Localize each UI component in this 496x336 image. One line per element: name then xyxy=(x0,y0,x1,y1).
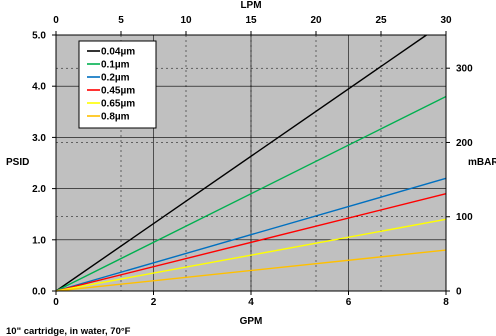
y-tick-label: 3.0 xyxy=(32,133,46,144)
series-lines xyxy=(55,34,447,292)
x2-tick-label: 10 xyxy=(180,15,192,26)
x2-tick-label: 15 xyxy=(245,15,257,26)
series-line xyxy=(55,218,447,292)
x2-tick-label: 5 xyxy=(118,15,124,26)
legend-label: 0.45µm xyxy=(101,86,135,97)
x-tick-label: 0 xyxy=(53,297,59,308)
x-tick-label: 2 xyxy=(151,297,157,308)
legend: 0.04µm 0.1µm 0.2µm 0.45µm 0.65µm 0.8µm xyxy=(78,40,157,129)
x2-tick-label: 0 xyxy=(53,15,59,26)
chart-footnote: 10" cartridge, in water, 70°F xyxy=(6,326,131,336)
x-tick-label: 6 xyxy=(346,297,352,308)
y-tick-label: 4.0 xyxy=(32,82,46,93)
y-tick-label: 1.0 xyxy=(32,235,46,246)
y2-tick-label: 300 xyxy=(456,64,473,75)
legend-label: 0.2µm xyxy=(101,73,130,84)
legend-label: 0.04µm xyxy=(101,47,135,58)
y2-tick-label: 200 xyxy=(456,138,473,149)
x-axis-title: GPM xyxy=(240,316,263,327)
y2-tick-label: 100 xyxy=(456,212,473,223)
series-line xyxy=(55,34,427,292)
legend-box xyxy=(78,40,157,129)
x2-tick-label: 30 xyxy=(440,15,452,26)
x2-tick-label: 25 xyxy=(375,15,387,26)
x-tick-label: 4 xyxy=(248,297,254,308)
legend-label: 0.8µm xyxy=(101,112,130,123)
series-line xyxy=(55,95,447,292)
x2-tick-label: 20 xyxy=(310,15,322,26)
y2-tick-label: 0 xyxy=(456,287,462,298)
y-axis-title: PSID xyxy=(6,157,29,168)
x-tick-label: 8 xyxy=(443,297,449,308)
y-tick-label: 5.0 xyxy=(32,31,46,42)
x2-axis-title: LPM xyxy=(240,0,261,11)
y-tick-label: 0.0 xyxy=(32,287,46,298)
y-tick-label: 2.0 xyxy=(32,184,46,195)
series-line xyxy=(55,249,447,292)
legend-label: 0.65µm xyxy=(101,99,135,110)
series-line xyxy=(55,177,447,292)
axis-ticks: 0 2 4 6 80 5 10 15 20 25 300.01.02.03.04.05.001002… xyxy=(32,15,473,308)
series-line xyxy=(55,193,447,292)
y2-axis-title: mBAR xyxy=(468,157,496,168)
legend-label: 0.1µm xyxy=(101,60,130,71)
